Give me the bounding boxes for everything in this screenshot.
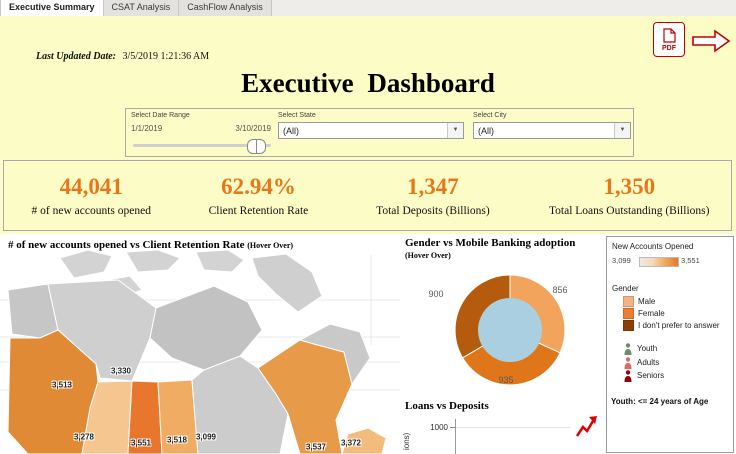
donut-value: 935 (498, 375, 514, 385)
kpi-row: 44,041 # of new accounts opened 62.94% C… (3, 160, 732, 231)
loans-y-tick: 1000 (430, 423, 448, 432)
map-region-value: 3,099 (195, 432, 217, 442)
kpi-value: 1,350 (603, 174, 656, 199)
chevron-down-icon[interactable]: ▼ (614, 123, 630, 138)
map-region-value: 3,330 (110, 366, 132, 376)
map-region-value: 3,513 (51, 380, 73, 390)
date-range-slider-handle-right[interactable] (256, 139, 266, 154)
loans-gridline (456, 427, 570, 428)
forward-arrow-icon (690, 29, 732, 58)
gender-adoption-panel: Gender vs Mobile Banking adoption (Hover… (400, 234, 606, 454)
tab-cashflow-analysis[interactable]: CashFlow Analysis (179, 0, 272, 16)
map-region-value: 3,278 (73, 432, 95, 442)
map-panel[interactable]: # of new accounts opened vs Client Reten… (0, 234, 400, 454)
last-updated-value: 3/5/2019 1:21:36 AM (122, 51, 210, 62)
no-answer-swatch (623, 319, 634, 331)
city-dropdown[interactable]: (All) ▼ (473, 122, 631, 139)
date-range-label: Select Date Range (131, 112, 190, 119)
seniors-person-icon (623, 369, 633, 382)
map-panel-title: # of new accounts opened vs Client Reten… (8, 239, 294, 251)
legend-item-seniors[interactable]: Seniors (623, 369, 665, 382)
adults-person-icon (623, 356, 633, 369)
female-swatch (623, 307, 634, 319)
city-dropdown-value: (All) (478, 126, 494, 136)
date-range-slider-track[interactable] (133, 139, 271, 154)
kpi-retention-rate: 62.94% Client Retention Rate (178, 174, 338, 217)
filter-bar: Select Date Range 1/1/2019 3/10/2019 Sel… (125, 108, 634, 157)
last-updated-label: Last Updated Date: (36, 51, 116, 62)
color-ramp[interactable] (639, 257, 679, 267)
map-region-value: 3,551 (130, 438, 152, 448)
donut-panel-subtitle: (Hover Over) (405, 251, 451, 260)
kpi-total-loans: 1,350 Total Loans Outstanding (Billions) (527, 174, 731, 217)
legend-item-label: Female (638, 308, 665, 318)
content-area: # of new accounts opened vs Client Reten… (0, 234, 736, 454)
legend-accounts-max: 3,551 (681, 256, 700, 265)
legend-note: Youth: <= 24 years of Age (611, 397, 709, 406)
loans-y-axis-label: ions) (402, 432, 411, 450)
state-dropdown-value: (All) (283, 126, 299, 136)
growth-arrow-icon (574, 414, 598, 445)
gender-donut-chart[interactable] (452, 272, 568, 388)
tab-executive-summary[interactable]: Executive Summary (0, 0, 104, 16)
legend-accounts-title: New Accounts Opened (612, 242, 694, 251)
sheet-tabbar: Executive Summary CSAT Analysis CashFlow… (0, 0, 736, 17)
dashboard-title: Executive Dashboard (241, 68, 495, 98)
kpi-label: Client Retention Rate (208, 205, 309, 217)
kpi-value: 1,347 (407, 174, 459, 199)
pdf-export-button[interactable]: PDF (653, 22, 685, 57)
map-panel-subtitle: (Hover Over) (247, 241, 294, 250)
donut-value: 856 (552, 285, 568, 295)
legend-item-no-answer[interactable]: I don't prefer to answer (623, 319, 720, 331)
map-region-value: 3,518 (166, 435, 188, 445)
legend-accounts-min: 3,099 (612, 256, 631, 265)
legend-item-label: Adults (637, 357, 660, 367)
legend-gender-title: Gender (612, 284, 639, 293)
canada-choropleth-map[interactable] (0, 250, 400, 454)
legend-panel: New Accounts Opened 3,099 3,551 Gender M… (606, 236, 734, 453)
map-provinces (7, 250, 387, 454)
date-range-start: 1/1/2019 (131, 124, 163, 133)
kpi-label: # of new accounts opened (31, 205, 151, 217)
loans-vs-deposits-title: Loans vs Deposits (405, 400, 489, 412)
city-filter: Select City (All) ▼ (473, 112, 631, 139)
kpi-value: 44,041 (59, 174, 123, 199)
state-filter-label: Select State (278, 112, 316, 119)
legend-item-label: I don't prefer to answer (638, 320, 720, 330)
state-filter: Select State (All) ▼ (278, 112, 464, 139)
city-filter-label: Select City (473, 112, 507, 119)
kpi-value: 62.94% (221, 174, 296, 199)
kpi-total-deposits: 1,347 Total Deposits (Billions) (338, 174, 527, 217)
legend-item-youth[interactable]: Youth (623, 342, 658, 355)
legend-item-male[interactable]: Male (623, 295, 656, 307)
donut-panel-title: Gender vs Mobile Banking adoption (405, 237, 576, 249)
legend-item-label: Youth (637, 343, 658, 353)
forward-arrow-button[interactable] (690, 28, 732, 54)
dashboard-body: Last Updated Date: 3/5/2019 1:21:36 AM P… (0, 16, 736, 454)
date-range-end: 3/10/2019 (235, 124, 271, 133)
tab-csat-analysis[interactable]: CSAT Analysis (103, 0, 180, 16)
legend-item-label: Seniors (637, 370, 665, 380)
loans-y-axis-line (455, 419, 456, 454)
legend-item-adults[interactable]: Adults (623, 356, 660, 369)
kpi-new-accounts: 44,041 # of new accounts opened (4, 174, 178, 217)
legend-item-female[interactable]: Female (623, 307, 665, 319)
youth-person-icon (623, 342, 633, 355)
legend-item-label: Male (638, 296, 656, 306)
date-range-filter: Select Date Range 1/1/2019 3/10/2019 (131, 112, 274, 154)
loans-tick-mark (450, 427, 455, 428)
map-region-value: 3,537 (305, 442, 327, 452)
kpi-label: Total Deposits (Billions) (376, 205, 490, 217)
male-swatch (623, 295, 634, 307)
pdf-icon-label: PDF (662, 44, 676, 52)
map-region-value: 3,372 (340, 438, 362, 448)
state-dropdown[interactable]: (All) ▼ (278, 122, 464, 139)
pdf-page-icon (662, 27, 676, 45)
kpi-label: Total Loans Outstanding (Billions) (548, 205, 710, 217)
chevron-down-icon[interactable]: ▼ (447, 123, 463, 138)
last-updated: Last Updated Date: 3/5/2019 1:21:36 AM (36, 51, 209, 62)
donut-value: 900 (428, 289, 444, 299)
